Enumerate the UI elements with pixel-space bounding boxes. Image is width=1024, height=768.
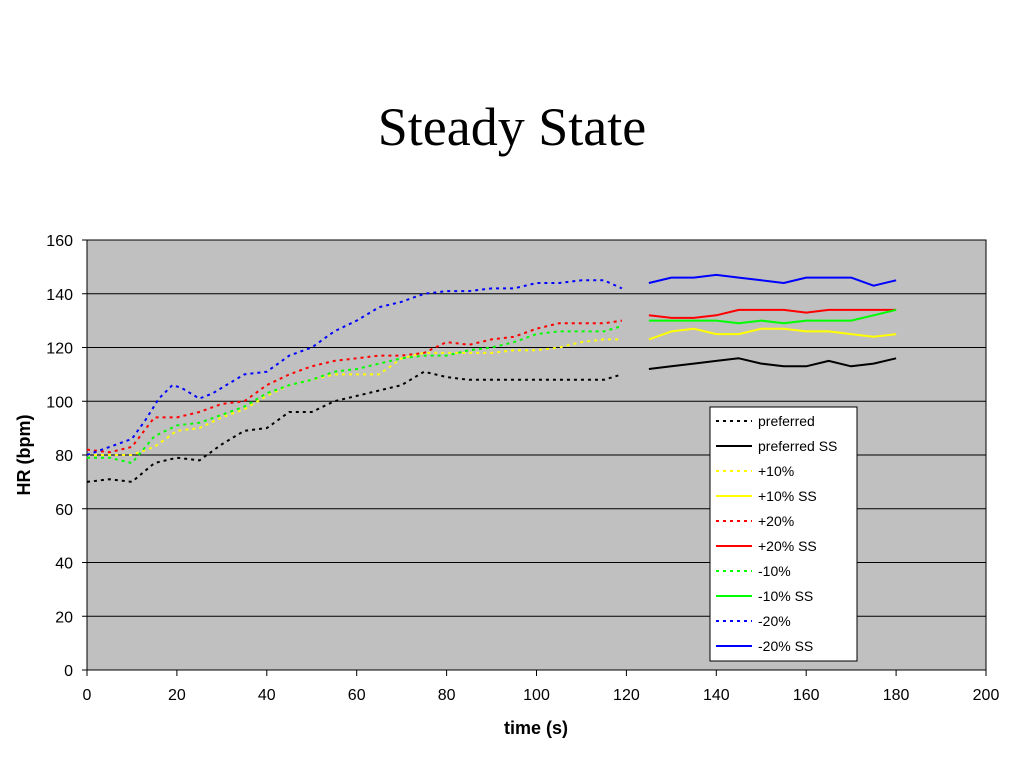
y-tick-label: 100	[46, 394, 73, 411]
series-line	[648, 308, 897, 325]
y-tick-label: 60	[55, 502, 73, 519]
y-tick-label: 40	[55, 556, 73, 573]
x-tick-label: 0	[83, 687, 92, 704]
x-tick-label: 20	[168, 687, 186, 704]
legend: preferred preferred SS +10% +10% SS +20% +20%…	[709, 406, 858, 662]
y-tick-label: 120	[46, 341, 73, 358]
y-tick-label: 160	[46, 233, 73, 250]
legend-label: +10%	[758, 463, 794, 479]
series-line	[648, 327, 897, 341]
y-tick-label: 0	[64, 663, 73, 680]
legend-label: +10% SS	[758, 488, 817, 504]
legend-label: preferred SS	[758, 438, 837, 454]
x-tick-label: 180	[883, 687, 910, 704]
series-layer	[86, 273, 897, 483]
y-axis-title: HR (bpm)	[14, 415, 34, 496]
y-tick-label: 80	[55, 448, 73, 465]
x-axis-title: time (s)	[504, 718, 568, 738]
series-line	[86, 279, 623, 456]
series-line	[648, 273, 897, 287]
x-tick-label: 120	[613, 687, 640, 704]
legend-label: preferred	[758, 413, 815, 429]
x-tick-label: 60	[348, 687, 366, 704]
series-line	[86, 319, 623, 454]
chart-title: Steady State	[377, 97, 647, 157]
x-tick-label: 160	[793, 687, 820, 704]
legend-label: -20% SS	[758, 638, 813, 654]
x-tick-label: 80	[438, 687, 456, 704]
series-line	[648, 308, 897, 319]
legend-label: -10%	[758, 563, 791, 579]
tick-labels: 0 20 40 60 80 100 120 140 160 0 20 40 60 80 100 120 140 1…	[46, 233, 999, 704]
legend-label: -20%	[758, 613, 791, 629]
y-tick-label: 20	[55, 609, 73, 626]
x-tick-label: 100	[523, 687, 550, 704]
y-tick-label: 140	[46, 287, 73, 304]
x-tick-label: 40	[258, 687, 276, 704]
legend-label: -10% SS	[758, 588, 813, 604]
legend-label: +20%	[758, 513, 794, 529]
axes	[82, 239, 987, 676]
x-tick-label: 140	[703, 687, 730, 704]
series-line	[86, 370, 623, 483]
series-line	[87, 325, 623, 465]
series-line	[648, 357, 897, 370]
legend-box	[709, 406, 858, 662]
x-tick-label: 200	[973, 687, 1000, 704]
series-line	[87, 338, 622, 456]
legend-label: +20% SS	[758, 538, 817, 554]
